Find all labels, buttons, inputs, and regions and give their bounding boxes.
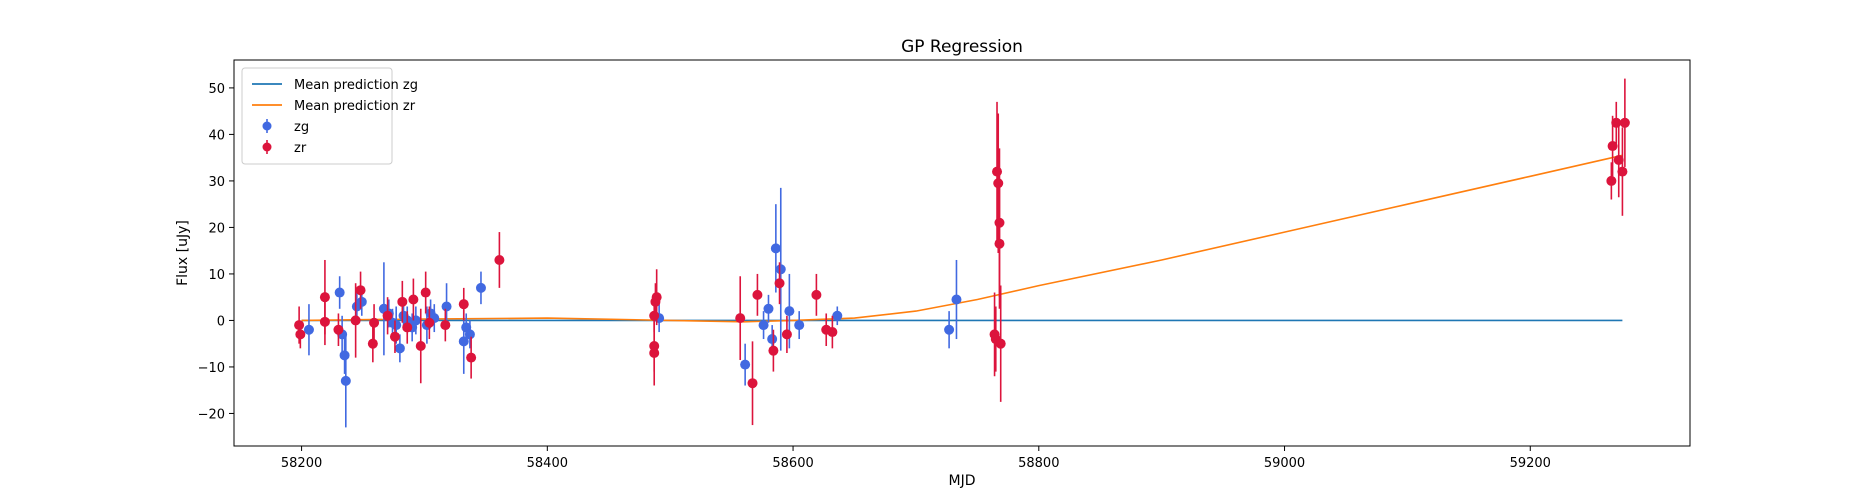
zg-point xyxy=(441,301,452,312)
zr-point xyxy=(827,327,838,338)
legend-label: zr xyxy=(294,141,307,156)
zg-point xyxy=(944,324,955,335)
x-tick-label: 58400 xyxy=(527,456,568,471)
legend: Mean prediction zg Mean prediction zr zg zr xyxy=(241,67,418,165)
zg-point xyxy=(391,320,402,331)
zr-point xyxy=(768,345,779,356)
x-tick-label: 59200 xyxy=(1510,456,1551,471)
zr-point xyxy=(367,338,378,349)
zr-point xyxy=(350,315,361,326)
zr-point xyxy=(747,378,758,389)
zr-point xyxy=(415,341,426,352)
zr-point xyxy=(389,331,400,342)
legend-swatch-marker xyxy=(262,142,272,152)
x-tick-label: 58800 xyxy=(1018,456,1059,471)
zg-point xyxy=(339,350,350,361)
y-tick-label: 50 xyxy=(208,82,225,97)
zr-point xyxy=(402,322,413,333)
x-tick-label: 58600 xyxy=(772,456,813,471)
zr-point xyxy=(649,341,660,352)
zr-point xyxy=(781,329,792,340)
zr-point xyxy=(735,313,746,324)
zr-point xyxy=(369,317,380,328)
zr-point xyxy=(382,310,393,321)
y-tick-label: 0 xyxy=(217,314,225,329)
legend-label: zg xyxy=(294,120,309,135)
zr-point xyxy=(995,338,1006,349)
zr-point xyxy=(397,296,408,307)
zg-point xyxy=(340,375,351,386)
zr-point xyxy=(355,285,366,296)
y-tick-label: 10 xyxy=(208,268,225,283)
zr-point xyxy=(1617,166,1628,177)
chart-title: GP Regression xyxy=(901,37,1023,57)
zg-point xyxy=(951,294,962,305)
zr-point xyxy=(440,320,451,331)
y-tick-label: −20 xyxy=(198,407,225,422)
legend-label: Mean prediction zr xyxy=(294,99,416,114)
y-axis-label: Flux [uJy] xyxy=(175,220,191,286)
zr-point xyxy=(811,289,822,300)
zg-point xyxy=(775,264,786,275)
zr-point xyxy=(424,317,435,328)
zg-point xyxy=(464,329,475,340)
y-tick-label: −10 xyxy=(198,361,225,376)
x-tick-label: 59000 xyxy=(1264,456,1305,471)
zg-point xyxy=(303,324,314,335)
zr-point xyxy=(1613,154,1624,165)
zg-point xyxy=(794,320,805,331)
zr-point xyxy=(752,289,763,300)
zr-point xyxy=(333,324,344,335)
zr-point xyxy=(993,178,1004,189)
zr-point xyxy=(1606,175,1617,186)
zg-point xyxy=(758,320,769,331)
axes-frame xyxy=(233,59,1691,447)
zr-point xyxy=(295,329,306,340)
x-axis-label: MJD xyxy=(949,473,976,489)
zr-point xyxy=(420,287,431,298)
zg-point xyxy=(763,303,774,314)
zr-point xyxy=(994,238,1005,249)
zr-point xyxy=(494,254,505,265)
mean-line-zr xyxy=(301,154,1623,323)
zg-point xyxy=(770,243,781,254)
y-axis: −20 −10 0 10 20 30 40 50 xyxy=(198,82,234,422)
zr-point xyxy=(319,292,330,303)
zg-point xyxy=(334,287,345,298)
zg-point xyxy=(832,310,843,321)
zr-point xyxy=(774,278,785,289)
y-tick-label: 30 xyxy=(208,175,225,190)
plot-area xyxy=(294,78,1630,428)
zr-point xyxy=(992,166,1003,177)
zg-point xyxy=(356,296,367,307)
zr-point xyxy=(319,316,330,327)
zr-point xyxy=(1607,141,1618,152)
legend-label: Mean prediction zg xyxy=(294,78,418,93)
zr-point xyxy=(458,299,469,310)
zr-point xyxy=(1611,117,1622,128)
zg-point xyxy=(740,359,751,370)
zr-point xyxy=(466,352,477,363)
x-axis: 58200 58400 58600 58800 59000 59200 xyxy=(281,446,1551,471)
zr-point xyxy=(1619,117,1630,128)
legend-swatch-marker xyxy=(262,121,272,131)
y-tick-label: 40 xyxy=(208,128,225,143)
zg-point xyxy=(784,306,795,317)
zg-point xyxy=(767,334,778,345)
legend-box xyxy=(241,67,393,165)
zr-point xyxy=(294,320,305,331)
zr-point xyxy=(651,292,662,303)
zr-point xyxy=(649,310,660,321)
zr-point xyxy=(408,294,419,305)
y-tick-label: 20 xyxy=(208,221,225,236)
zg-point xyxy=(410,315,421,326)
zg-point xyxy=(475,282,486,293)
x-tick-label: 58200 xyxy=(281,456,322,471)
zg-point xyxy=(394,343,405,354)
